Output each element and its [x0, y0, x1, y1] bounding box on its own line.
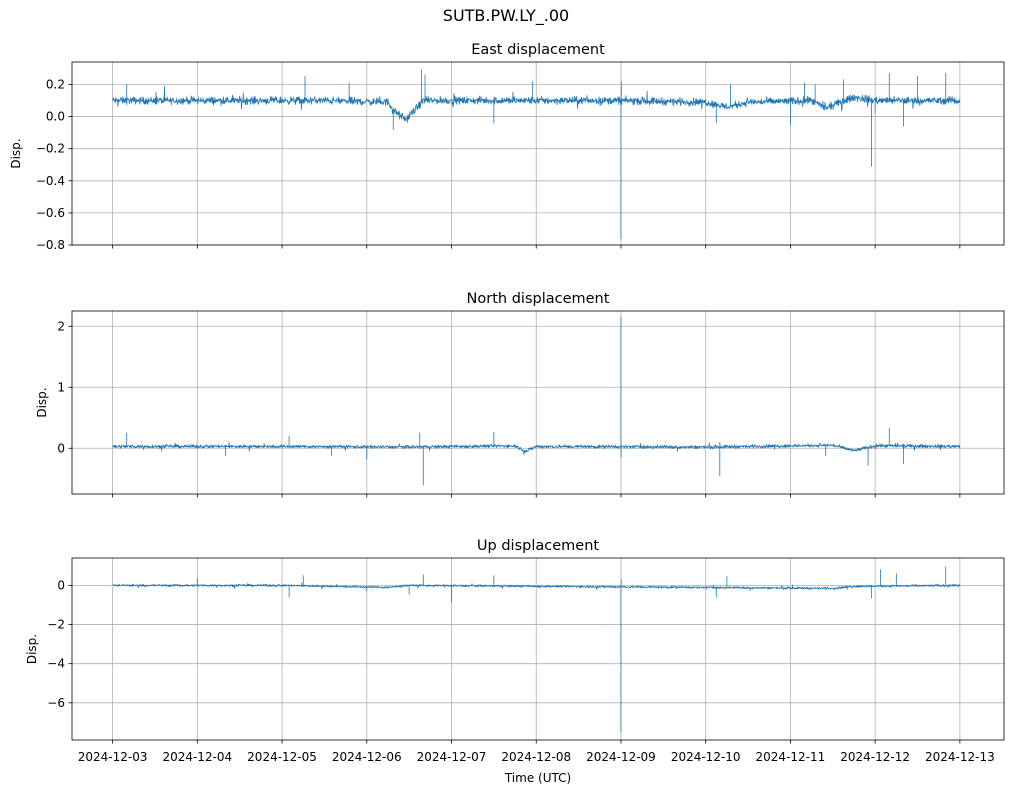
- series-line: [112, 316, 960, 486]
- x-tick-label: 2024-12-07: [417, 750, 487, 764]
- y-axis-label: Disp.: [9, 138, 23, 168]
- y-tick-label: −4: [47, 657, 65, 671]
- y-tick-label: −0.2: [36, 142, 65, 156]
- x-tick-label: 2024-12-03: [78, 750, 148, 764]
- x-axis-label: Time (UTC): [504, 771, 571, 785]
- x-tick-label: 2024-12-13: [925, 750, 995, 764]
- series-line: [112, 566, 961, 733]
- y-tick-label: 2: [57, 319, 65, 333]
- y-tick-label: 1: [57, 380, 65, 394]
- panel-up: 0 −2 −4 −6 2024-12-03 2024-12-04 2024-12-05 202…: [25, 538, 1005, 764]
- panel-east: 0.2 0.0 −0.2 −0.4 −0.6 −0.8 East displacement D…: [9, 42, 1005, 252]
- x-tick-label: 2024-12-06: [332, 750, 402, 764]
- east-panel-title: East displacement: [471, 42, 605, 58]
- x-tick-label: 2024-12-05: [247, 750, 317, 764]
- y-tick-label: 0: [57, 441, 65, 455]
- y-tick-label: −0.6: [36, 206, 65, 220]
- axes-frame: [71, 61, 1005, 246]
- panel-north: 2 1 0 North displacement Disp.: [35, 291, 1005, 498]
- axes-frame: [71, 557, 1005, 741]
- y-tick-label: 0: [57, 578, 65, 592]
- y-tick-label: −2: [47, 618, 65, 632]
- x-tick-label: 2024-12-10: [671, 750, 741, 764]
- y-tick-label: −0.4: [36, 174, 65, 188]
- x-tick-label: 2024-12-11: [756, 750, 826, 764]
- x-tick-label: 2024-12-04: [162, 750, 232, 764]
- y-tick-label: 0.2: [46, 77, 65, 91]
- y-tick-label: −6: [47, 696, 65, 710]
- y-tick-label: −0.8: [36, 238, 65, 252]
- axes-frame: [71, 310, 1005, 495]
- y-axis-label: Disp.: [35, 387, 49, 417]
- x-tick-label: 2024-12-09: [586, 750, 656, 764]
- x-tick-label: 2024-12-08: [501, 750, 571, 764]
- y-axis-label: Disp.: [25, 634, 39, 664]
- figure-title: SUTB.PW.LY_.00: [442, 6, 570, 25]
- x-tick-label: 2024-12-12: [840, 750, 910, 764]
- y-tick-label: 0.0: [46, 110, 65, 124]
- north-panel-title: North displacement: [467, 291, 610, 307]
- up-panel-title: Up displacement: [477, 538, 599, 554]
- series-line: [112, 69, 961, 239]
